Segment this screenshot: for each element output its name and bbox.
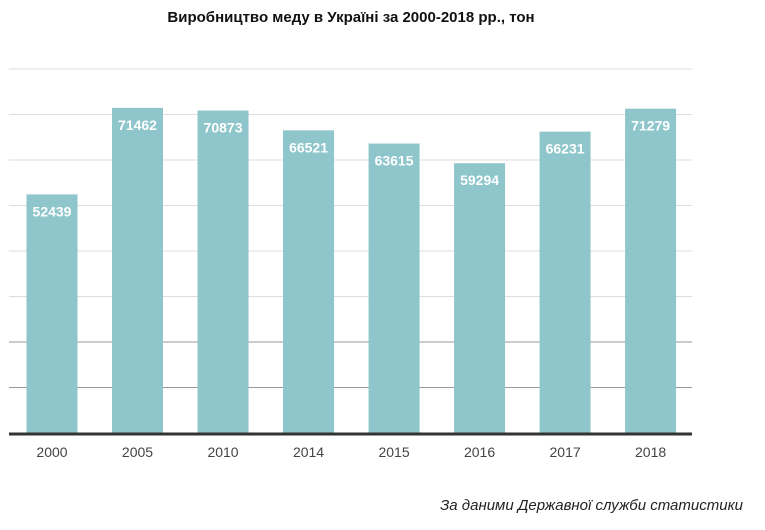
chart-title: Виробництво меду в Україні за 2000-2018 …	[167, 9, 535, 26]
bar-2010	[197, 110, 249, 434]
x-tick-label-2016: 2016	[464, 444, 495, 460]
x-tick-label-2015: 2015	[378, 444, 409, 460]
source-note: За даними Державної служби статистики	[440, 497, 743, 514]
bar-2016	[454, 163, 506, 434]
data-label-2017: 66231	[546, 141, 585, 157]
bar-2015	[368, 143, 420, 433]
x-tick-label-2010: 2010	[207, 444, 238, 460]
x-tick-label-2018: 2018	[635, 444, 666, 460]
data-label-2014: 66521	[289, 139, 328, 155]
data-label-2005: 71462	[118, 117, 157, 133]
x-tick-label-2017: 2017	[550, 444, 581, 460]
bar-2005	[112, 107, 164, 433]
bar-2018	[625, 108, 677, 434]
data-label-2010: 70873	[204, 120, 243, 136]
data-label-2018: 71279	[631, 118, 670, 134]
x-tick-label-2014: 2014	[293, 444, 324, 460]
data-label-2000: 52439	[33, 203, 72, 219]
x-tick-label-2005: 2005	[122, 444, 153, 460]
bar-2000	[26, 194, 78, 433]
x-axis-ticks: 2000 2005 2010 2014 2015 2016 2017 2018	[36, 444, 666, 460]
bars	[26, 107, 677, 434]
bar-2017	[539, 131, 591, 433]
bar-2014	[283, 130, 335, 433]
data-label-2015: 63615	[375, 153, 414, 169]
x-tick-label-2000: 2000	[36, 444, 67, 460]
data-labels: 52439 71462 70873 66521 63615 59294 66231 71279	[33, 117, 671, 220]
data-label-2016: 59294	[460, 172, 499, 188]
